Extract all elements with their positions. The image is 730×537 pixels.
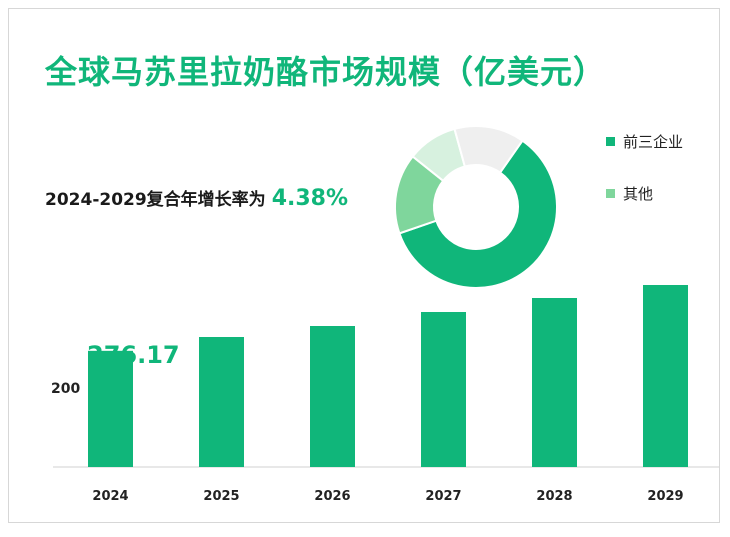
legend-label-other: 其他 bbox=[623, 185, 654, 203]
bar-2024 bbox=[88, 350, 133, 467]
bar-data-label-2024: 276.17 bbox=[87, 341, 180, 369]
bar-2026 bbox=[310, 326, 355, 467]
x-tick-2027: 2027 bbox=[425, 489, 462, 504]
legend-label-top3: 前三企业 bbox=[623, 133, 684, 151]
x-tick-2025: 2025 bbox=[203, 489, 240, 504]
x-tick-2028: 2028 bbox=[536, 489, 573, 504]
y-tick-label: 200 bbox=[51, 381, 81, 397]
donut-slice-top3 bbox=[398, 139, 558, 289]
legend-item-other: 其他 bbox=[606, 183, 653, 204]
bar-2029 bbox=[643, 285, 688, 467]
x-tick-2024: 2024 bbox=[92, 489, 129, 504]
legend-item-top3: 前三企业 bbox=[606, 131, 683, 152]
bar-2027 bbox=[421, 312, 466, 467]
bar-2028 bbox=[532, 298, 577, 467]
donut-slice-other-3 bbox=[453, 125, 524, 174]
cagr-value: 4.38% bbox=[271, 186, 349, 211]
x-tick-2026: 2026 bbox=[314, 489, 351, 504]
cagr-text: 2024-2029复合年增长率为 4.38% bbox=[45, 185, 348, 211]
x-tick-2029: 2029 bbox=[647, 489, 684, 504]
cagr-label: 2024-2029复合年增长率为 bbox=[45, 190, 266, 210]
chart-title: 全球马苏里拉奶酪市场规模（亿美元） bbox=[45, 53, 607, 91]
chart-frame: 全球马苏里拉奶酪市场规模（亿美元） 2024-2029复合年增长率为 4.38% … bbox=[8, 8, 720, 523]
legend-swatch-other bbox=[606, 189, 615, 198]
legend-swatch-top3 bbox=[606, 137, 615, 146]
chart-canvas bbox=[53, 125, 719, 468]
bar-2025 bbox=[199, 337, 244, 467]
